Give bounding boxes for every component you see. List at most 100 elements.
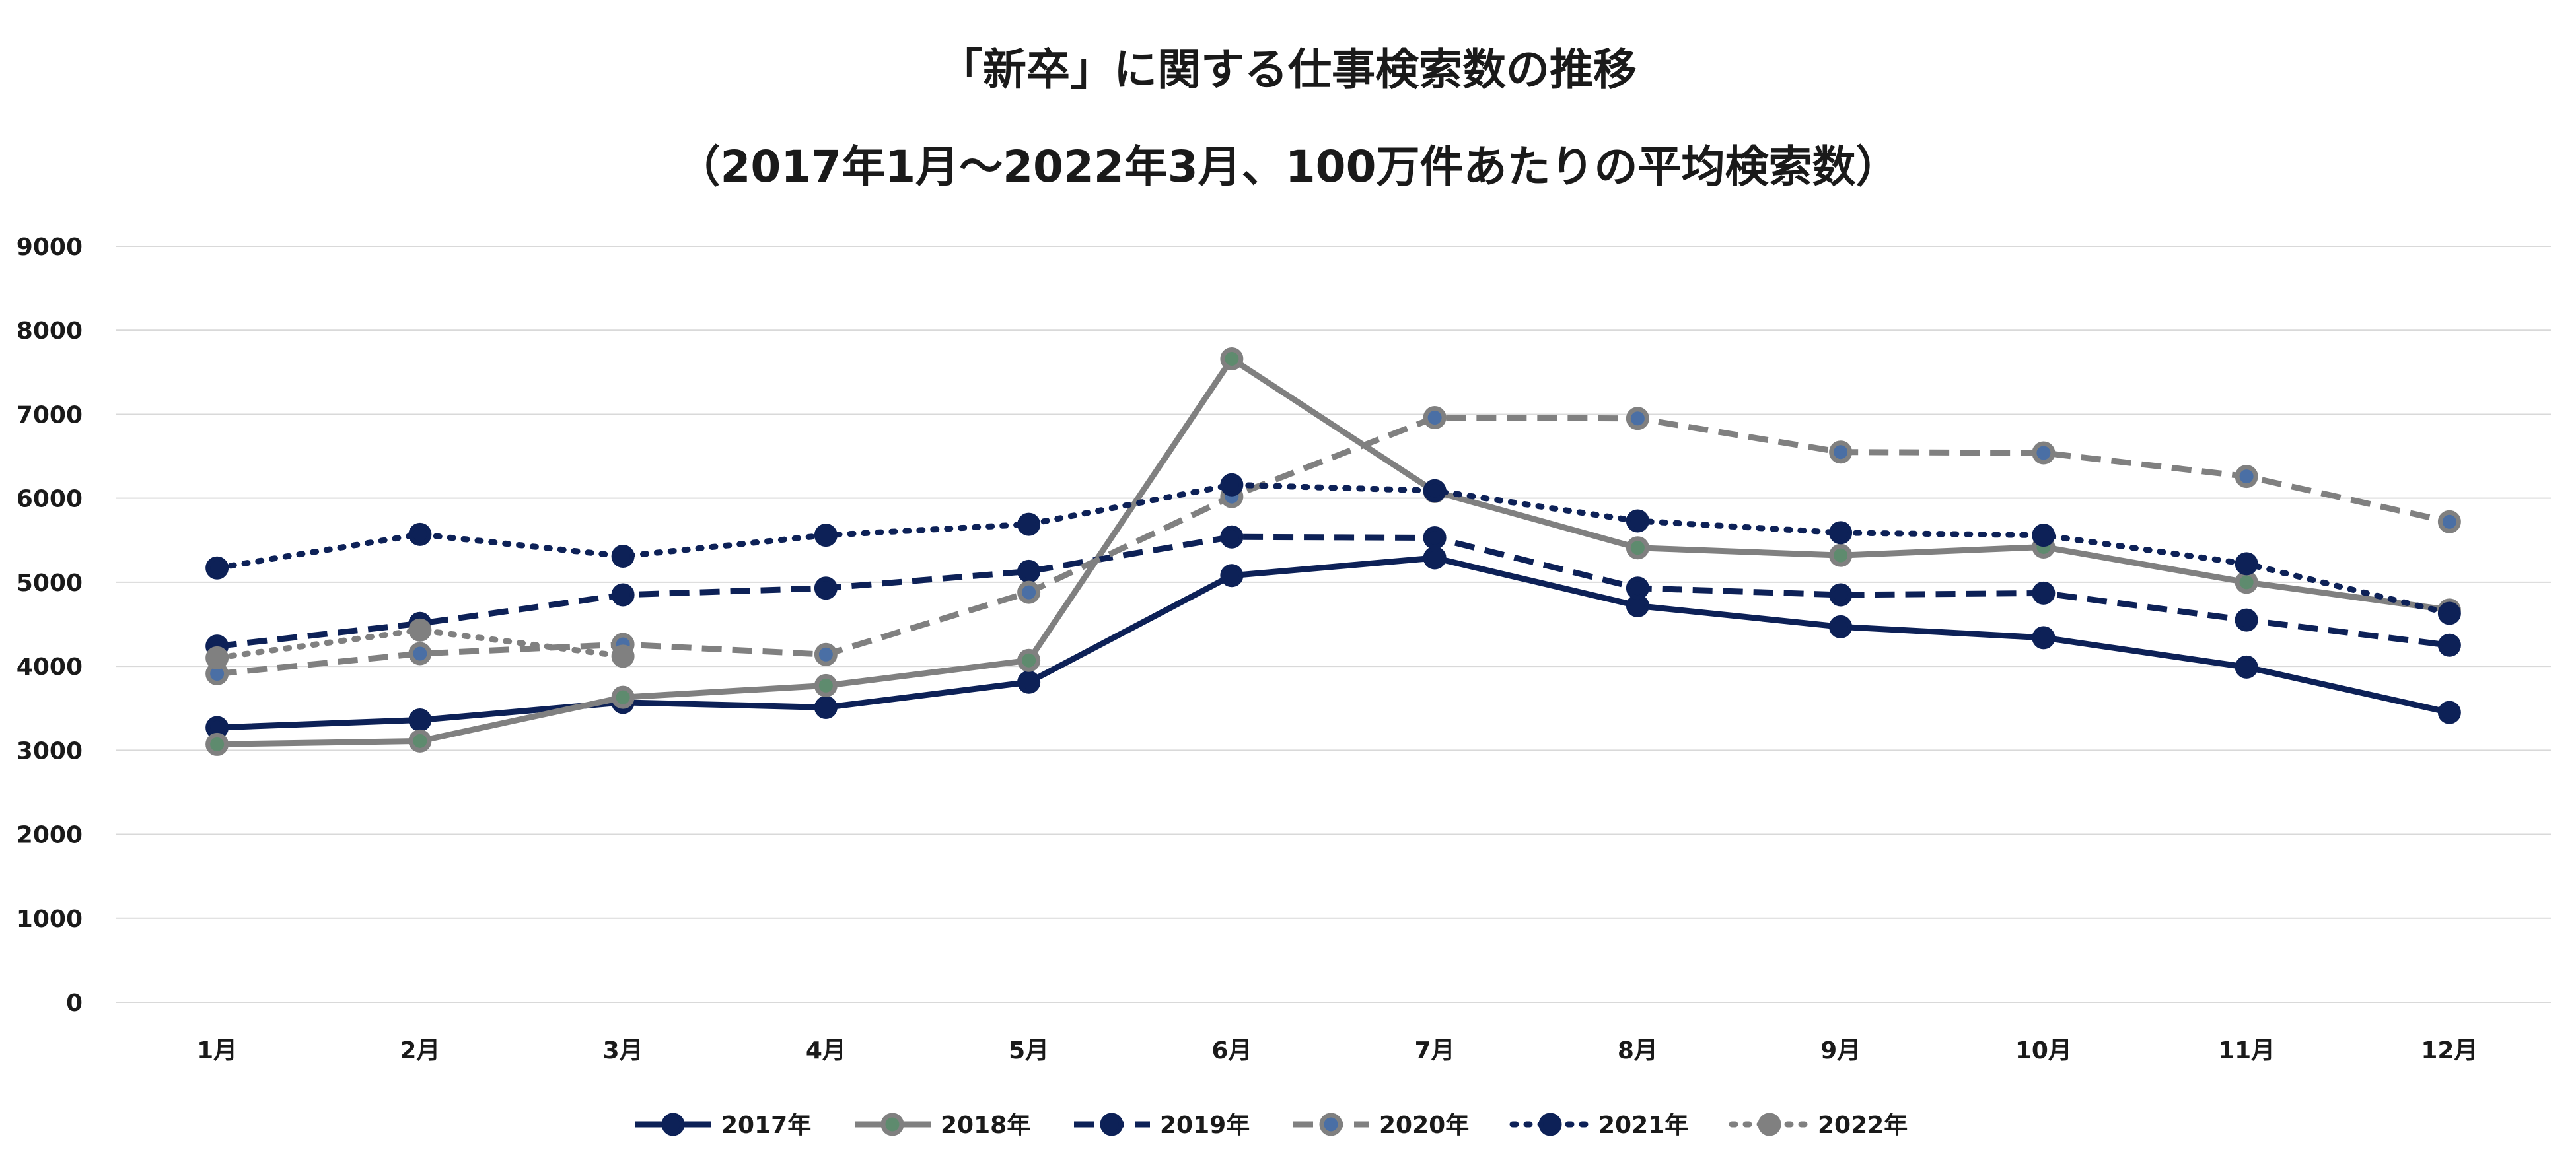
legend-label: 2019年 <box>1160 1112 1250 1139</box>
data-point <box>1017 559 1041 583</box>
y-tick-label: 5000 <box>17 570 83 597</box>
data-point <box>1829 521 1853 545</box>
series-6 <box>205 618 635 669</box>
legend-label: 2018年 <box>941 1112 1030 1139</box>
series-line <box>217 415 2451 677</box>
data-point <box>611 644 635 668</box>
series-3 <box>205 525 2461 658</box>
legend-item: 2021年 <box>1509 1112 1688 1139</box>
y-tick-label: 3000 <box>17 737 83 765</box>
x-tick-label: 6月 <box>1211 1037 1252 1064</box>
series-line <box>214 627 626 661</box>
data-point <box>1017 512 1041 536</box>
legend-swatch-marker <box>880 1113 904 1136</box>
x-tick-label: 9月 <box>1820 1037 1861 1064</box>
y-tick-label: 4000 <box>17 654 83 681</box>
data-point <box>1829 440 1853 464</box>
data-point <box>1423 526 1447 549</box>
legend-item: 2019年 <box>1074 1112 1250 1139</box>
legend-item: 2020年 <box>1293 1112 1469 1139</box>
data-point <box>2235 608 2258 632</box>
grid-lines <box>116 246 2551 1003</box>
data-point <box>408 618 432 642</box>
legend-swatch-marker <box>1758 1113 1781 1136</box>
legend: 2017年 2018年 2019年 2020年 2021年 2022年 <box>635 1112 1908 1139</box>
data-point <box>1017 648 1041 672</box>
data-point <box>408 642 432 666</box>
data-point <box>1626 536 1649 560</box>
data-point <box>611 685 635 709</box>
data-point <box>611 544 635 568</box>
data-point <box>611 583 635 607</box>
x-tick-label: 3月 <box>603 1037 643 1064</box>
data-point <box>2032 626 2056 650</box>
legend-item: 2017年 <box>635 1112 811 1139</box>
y-tick-label: 8000 <box>17 318 83 345</box>
series-line <box>217 355 2450 747</box>
series-line <box>217 533 2450 650</box>
data-point <box>814 642 838 666</box>
data-point <box>1017 580 1041 604</box>
chart-subtitle: （2017年1月～2022年3月、100万件あたりの平均検索数） <box>677 141 1900 192</box>
y-tick-label: 7000 <box>17 401 83 429</box>
data-point <box>408 729 432 753</box>
x-tick-label: 2月 <box>400 1037 440 1064</box>
data-point <box>408 522 432 546</box>
data-point <box>1220 473 1244 497</box>
data-point <box>408 708 432 732</box>
data-point <box>2235 465 2258 489</box>
data-point <box>2032 524 2056 547</box>
x-axis: 1月 2月 3月 4月 5月 6月 7月 8月 9月 10月 11月 12月 <box>197 1037 2478 1064</box>
data-point <box>1423 406 1447 430</box>
data-point <box>1626 576 1649 600</box>
data-point <box>814 576 838 600</box>
data-point <box>205 556 229 580</box>
legend-item: 2022年 <box>1729 1112 1908 1139</box>
y-tick-label: 1000 <box>17 906 83 933</box>
legend-swatch-marker <box>1538 1113 1562 1136</box>
data-point <box>2235 552 2258 576</box>
legend-label: 2020年 <box>1379 1112 1469 1139</box>
data-point <box>2437 510 2461 533</box>
data-point <box>1626 407 1649 430</box>
series-group <box>205 347 2461 756</box>
legend-swatch-marker <box>661 1113 685 1136</box>
x-tick-label: 12月 <box>2421 1037 2478 1064</box>
data-point <box>1829 583 1853 607</box>
series-line <box>214 481 2452 617</box>
data-point <box>814 524 838 547</box>
legend-item: 2018年 <box>855 1112 1030 1139</box>
data-point <box>1220 347 1244 370</box>
data-point <box>2437 633 2461 657</box>
data-point <box>814 695 838 719</box>
legend-label: 2022年 <box>1818 1112 1908 1139</box>
series-5 <box>205 473 2461 625</box>
data-point <box>1829 615 1853 638</box>
y-tick-label: 0 <box>66 990 83 1017</box>
data-point <box>1423 546 1447 570</box>
chart-title: 「新卒」に関する仕事検索数の推移 <box>939 44 1637 95</box>
y-tick-label: 9000 <box>17 234 83 261</box>
legend-label: 2017年 <box>721 1112 811 1139</box>
data-point <box>205 646 229 669</box>
data-point <box>2235 570 2258 594</box>
legend-label: 2021年 <box>1598 1112 1688 1139</box>
x-tick-label: 10月 <box>2015 1037 2072 1064</box>
x-tick-label: 1月 <box>197 1037 237 1064</box>
x-tick-label: 7月 <box>1415 1037 1455 1064</box>
data-point <box>1829 543 1853 567</box>
data-point <box>2032 441 2056 465</box>
data-point <box>1220 564 1244 588</box>
data-point <box>205 732 229 756</box>
legend-swatch-marker <box>1319 1113 1343 1136</box>
data-point <box>814 673 838 697</box>
y-axis: 0 1000 2000 3000 4000 5000 6000 7000 8000 9000 <box>17 234 83 1017</box>
y-tick-label: 2000 <box>17 822 83 849</box>
data-point <box>2437 701 2461 724</box>
data-point <box>1220 525 1244 549</box>
data-point <box>1017 670 1041 694</box>
x-tick-label: 5月 <box>1009 1037 1049 1064</box>
data-point <box>2032 581 2056 605</box>
data-point <box>2437 601 2461 625</box>
y-tick-label: 6000 <box>17 486 83 513</box>
